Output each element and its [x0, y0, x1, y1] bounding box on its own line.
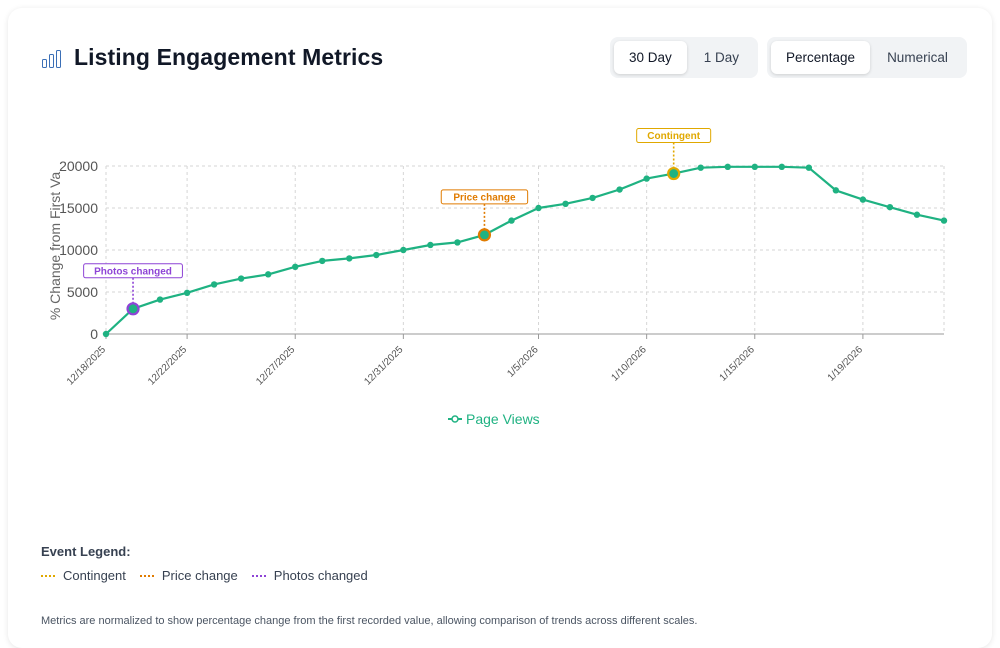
header: Listing Engagement Metrics [42, 44, 383, 71]
page-title: Listing Engagement Metrics [74, 44, 384, 70]
range-30-day-button[interactable]: 30 Day [614, 41, 687, 74]
data-point [346, 255, 353, 262]
y-tick-label: 0 [90, 326, 98, 342]
footnote: Metrics are normalized to show percentag… [41, 615, 698, 627]
data-point [264, 271, 272, 278]
range-toggle: 30 Day 1 Day [610, 37, 759, 78]
legend-point-icon [451, 415, 459, 423]
data-point [183, 289, 191, 297]
x-tick-label: 1/10/2026 [610, 344, 650, 384]
data-point [319, 257, 326, 265]
mode-toggle: Percentage Numerical [767, 37, 967, 78]
range-1-day-button[interactable]: 1 Day [703, 50, 740, 65]
data-point [859, 196, 867, 203]
data-point [373, 251, 380, 259]
data-point [156, 296, 164, 303]
data-point [886, 203, 894, 211]
bar-chart-icon [42, 48, 62, 68]
annotation-box [440, 189, 529, 205]
data-point [832, 187, 840, 194]
annotation-label: Photos changed [94, 266, 172, 277]
annotation-marker [477, 228, 492, 242]
page-views-line [105, 165, 945, 335]
x-tick-label: 12/31/2025 [362, 344, 405, 387]
y-tick-label: 10000 [59, 242, 98, 258]
price-change-dash-icon [139, 574, 154, 577]
y-tick-label: 5000 [67, 284, 98, 300]
data-point [778, 163, 786, 171]
data-point [237, 275, 245, 282]
numerical-button[interactable]: Numerical [887, 50, 948, 65]
annotation-box [83, 263, 183, 279]
contingent-dash-icon [41, 574, 55, 577]
percentage-button[interactable]: Percentage [771, 41, 871, 74]
annotation-label: Contingent [647, 131, 700, 142]
engagement-line-chart: 0 5000 10000 15000 20000 12/18/2025 12/22/2025… [47, 128, 948, 427]
data-point [805, 164, 813, 171]
legend-label-contingent: Contingent [63, 568, 126, 583]
x-tick-label: 12/22/2025 [146, 344, 189, 387]
legend-item-photos-changed: Photos changed [251, 568, 368, 583]
data-point [102, 330, 110, 338]
x-tick-label: 1/5/2026 [505, 344, 541, 380]
photos-changed-dash-icon [251, 574, 266, 577]
metrics-card: Listing Engagement Metrics 30 Day 1 Day … [8, 8, 992, 648]
x-tick-label: 1/15/2026 [718, 344, 758, 384]
data-point [643, 175, 650, 182]
data-point [508, 217, 515, 224]
data-point [724, 163, 731, 171]
legend-item-contingent: Contingent [41, 568, 126, 583]
event-legend-title: Event Legend: [41, 544, 131, 559]
legend-item-price-change: Price change [139, 568, 238, 583]
legend-label-price-change: Price change [161, 568, 238, 583]
y-axis-label: % Change from First Va [47, 172, 63, 321]
y-tick-label: 15000 [59, 200, 98, 216]
data-point [210, 281, 218, 288]
data-point [940, 217, 948, 224]
data-point [427, 241, 434, 249]
data-point [697, 164, 704, 171]
y-tick-label: 20000 [59, 158, 98, 174]
legend-label-photos-changed: Photos changed [273, 568, 368, 583]
annotation-label: Price change [453, 192, 516, 203]
x-tick-label: 1/19/2026 [826, 344, 866, 384]
data-point [913, 211, 921, 218]
x-tick-label: 12/27/2025 [254, 344, 297, 387]
data-point [454, 239, 461, 246]
annotation-marker [126, 302, 140, 316]
data-point [400, 246, 407, 254]
data-point [751, 163, 758, 171]
annotation-marker [667, 166, 681, 181]
data-point [589, 194, 596, 202]
data-point [292, 263, 299, 270]
data-point [535, 204, 542, 212]
x-tick-label: 12/18/2025 [65, 344, 108, 387]
data-point [562, 200, 569, 207]
annotation-box [636, 128, 712, 144]
event-legend: Contingent Price change Photos changed [41, 568, 368, 583]
legend-series-label: Page Views [466, 411, 540, 427]
data-point [616, 186, 623, 193]
